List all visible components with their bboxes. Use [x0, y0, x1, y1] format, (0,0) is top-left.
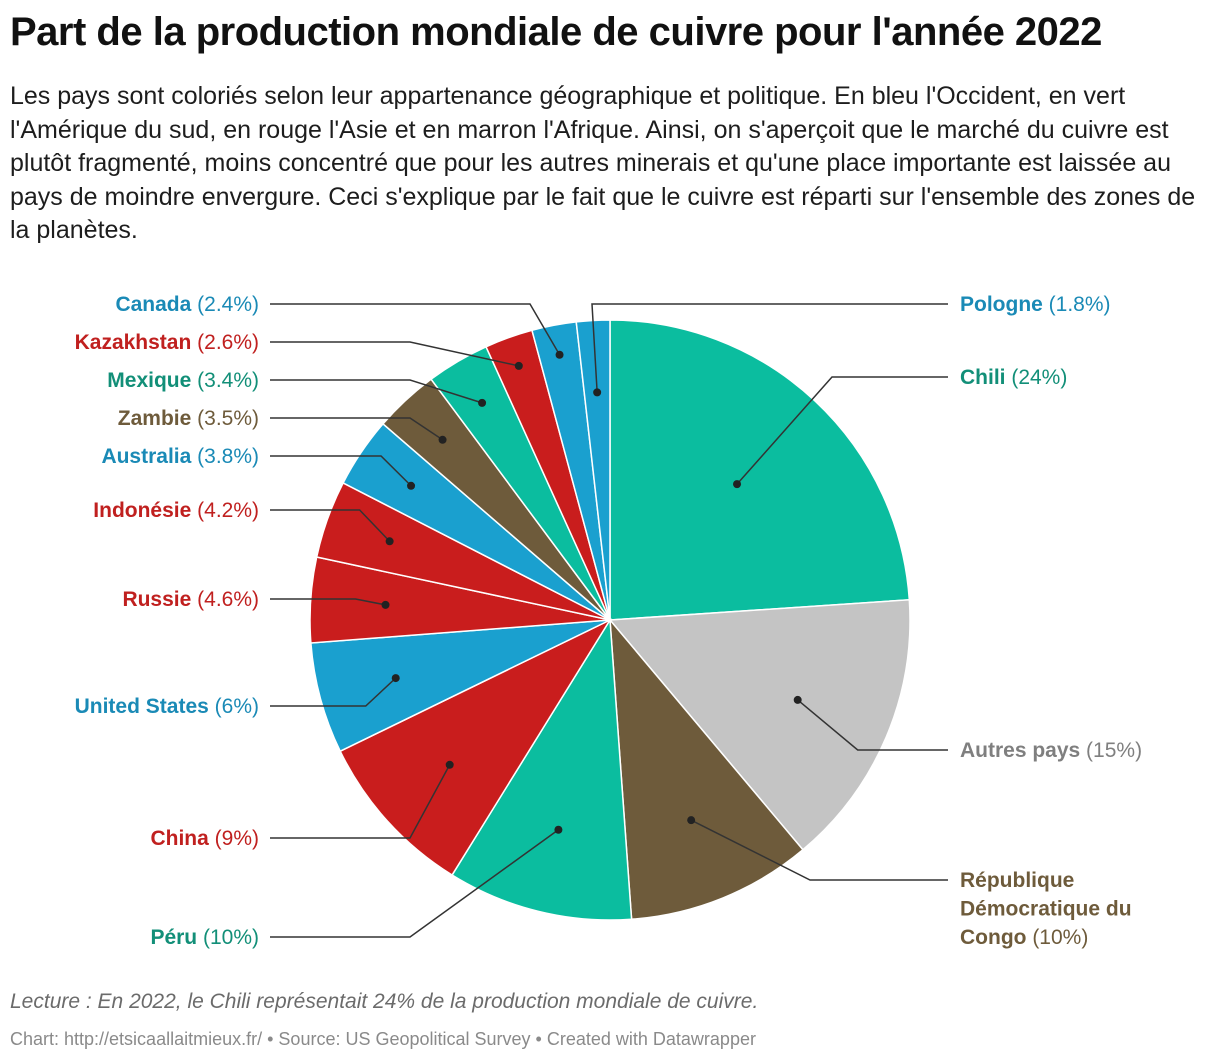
leader-line-indonesie: [270, 509, 391, 542]
leader-line-china: [270, 764, 451, 839]
leader-dot-zambie: [438, 435, 447, 444]
source-credit: Source: US Geopolitical Survey: [278, 1029, 531, 1049]
leader-line-russie: [270, 598, 386, 606]
chart-title: Part de la production mondiale de cuivre…: [10, 10, 1102, 54]
pie-label-chili: Chili (24%): [960, 366, 1067, 389]
leader-line-united-states: [270, 677, 397, 707]
leader-line-zambie: [270, 417, 443, 441]
leader-line-autres-pays: [797, 699, 948, 751]
pie-label-china: China (9%): [150, 827, 259, 850]
leader-dot-china: [445, 760, 454, 769]
pie-slice-china[interactable]: [339, 618, 613, 877]
pie-slice-autres-pays[interactable]: [608, 599, 911, 851]
pie-slices: [309, 319, 911, 921]
leader-dot-kazakhstan: [514, 361, 523, 370]
leader-dot-canada: [555, 350, 564, 359]
pie-label-indonesie: Indonésie (4.2%): [93, 499, 259, 522]
pie-label-zambie: Zambie (3.5%): [118, 407, 259, 430]
leader-dot-russie: [381, 600, 390, 609]
leader-line-australia: [270, 455, 412, 487]
reading-note: Lecture : En 2022, le Chili représentait…: [10, 990, 759, 1013]
leader-dot-mexique: [478, 398, 487, 407]
leader-dot-indonesie: [385, 537, 394, 546]
pie-label-mexique: Mexique (3.4%): [107, 369, 259, 392]
leader-line-republique-democratique-du-congo: [690, 819, 948, 881]
leader-line-canada: [270, 303, 561, 356]
pie-slice-chili[interactable]: [609, 319, 911, 621]
leader-dot-peru: [554, 825, 563, 834]
pie-slice-republique-democratique-du-congo[interactable]: [609, 617, 804, 921]
pie-label-pologne: Pologne (1.8%): [960, 293, 1111, 316]
leader-dot-chili: [733, 480, 742, 489]
pie-label-canada: Canada (2.4%): [115, 293, 259, 316]
credits: Chart: http://etsicaallaitmieux.fr/ • So…: [10, 1029, 756, 1050]
leader-dot-united-states: [391, 674, 400, 683]
pie-label-kazakhstan: Kazakhstan (2.6%): [75, 331, 259, 354]
credit-separator: •: [530, 1029, 547, 1049]
leader-dot-australia: [407, 481, 416, 490]
leader-line-chili: [736, 376, 948, 485]
leader-dot-republique-democratique-du-congo: [687, 816, 696, 825]
leader-line-peru: [270, 829, 559, 938]
pie-label-united-states: United States (6%): [75, 695, 259, 718]
pie-label-russie: Russie (4.6%): [122, 588, 259, 611]
pie-label-australia: Australia (3.8%): [101, 445, 259, 468]
chart-subtitle: Les pays sont coloriés selon leur appart…: [10, 82, 1196, 244]
leader-dot-autres-pays: [793, 695, 802, 704]
pie-labels: Chili (24%) Autres pays (15%) République Dé…: [75, 293, 1142, 949]
leader-line-pologne: [591, 303, 948, 393]
leader-dot-pologne: [593, 388, 602, 397]
pie-slice-peru[interactable]: [451, 617, 633, 921]
leader-line-kazakhstan: [270, 341, 519, 367]
leader-line-mexique: [270, 379, 483, 404]
datawrapper-credit[interactable]: Created with Datawrapper: [546, 1029, 756, 1049]
pie-label-autres-pays: Autres pays (15%): [960, 739, 1142, 762]
pie-label-peru: Péru (10%): [150, 926, 259, 949]
credit-separator: •: [262, 1029, 279, 1049]
chart-credit[interactable]: Chart: http://etsicaallaitmieux.fr/: [10, 1029, 263, 1049]
pie-label-republique-democratique-du-congo: République Démocratique du Congo (10%): [960, 869, 1132, 949]
